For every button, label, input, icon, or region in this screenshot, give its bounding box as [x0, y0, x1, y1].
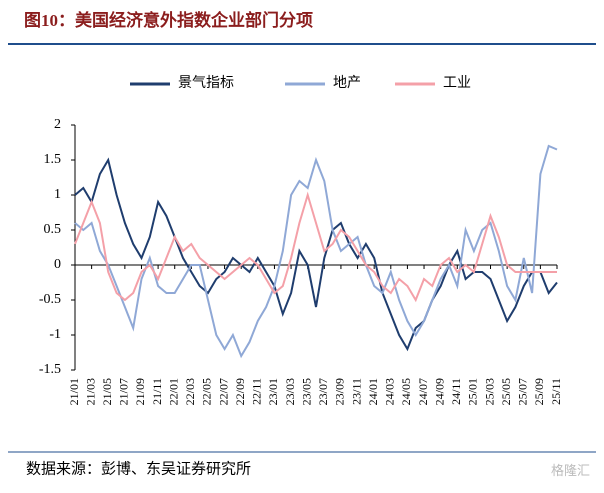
x-tick-label: 23/09 — [333, 378, 347, 405]
watermark: 格隆汇 — [551, 463, 590, 478]
series-line — [74, 157, 558, 352]
y-tick-label: 0.5 — [44, 222, 62, 237]
x-tick-label: 25/03 — [482, 378, 496, 405]
x-tick-label: 23/01 — [266, 378, 280, 405]
x-tick-label: 21/11 — [150, 378, 164, 405]
x-tick-label: 24/11 — [449, 378, 463, 405]
x-tick-label: 22/01 — [166, 378, 180, 405]
x-tick-label: 24/05 — [399, 378, 413, 405]
x-tick-label: 25/09 — [532, 378, 546, 405]
x-tick-label: 23/03 — [283, 378, 297, 405]
y-tick-label: 2 — [54, 117, 61, 132]
x-tick-label: 24/07 — [416, 378, 430, 405]
legend-label: 景气指标 — [178, 75, 234, 91]
x-tick-label: 21/09 — [133, 378, 147, 405]
x-tick-label: 23/07 — [316, 378, 330, 405]
y-tick-label: -1.5 — [39, 362, 61, 377]
x-tick-label: 22/09 — [233, 378, 247, 405]
x-tick-label: 21/03 — [83, 378, 97, 405]
x-tick-label: 24/03 — [383, 378, 397, 405]
x-tick-label: 22/05 — [200, 378, 214, 405]
y-tick-label: -0.5 — [39, 292, 61, 307]
y-tick-label: 0 — [54, 257, 61, 272]
x-tick-label: 25/05 — [499, 378, 513, 405]
y-tick-label: 1.5 — [44, 152, 62, 167]
y-tick-label: 1 — [54, 187, 61, 202]
x-tick-label: 25/11 — [549, 378, 563, 405]
series-line — [74, 144, 558, 359]
x-tick-label: 22/07 — [216, 378, 230, 405]
x-tick-label: 21/07 — [117, 378, 131, 405]
x-tick-label: 21/05 — [100, 378, 114, 405]
chart-title: 图10：美国经济意外指数企业部门分项 — [24, 10, 313, 30]
x-tick-label: 22/03 — [183, 378, 197, 405]
x-tick-label: 23/05 — [299, 378, 313, 405]
x-tick-label: 23/11 — [349, 378, 363, 405]
y-tick-label: -1 — [49, 327, 61, 342]
source: 数据来源：彭博、东吴证券研究所 — [26, 460, 251, 477]
x-tick-label: 24/09 — [432, 378, 446, 405]
x-tick-label: 25/01 — [466, 378, 480, 405]
legend-label: 工业 — [443, 75, 471, 91]
legend-label: 地产 — [333, 75, 361, 91]
x-tick-label: 21/01 — [67, 378, 81, 405]
x-tick-label: 25/07 — [516, 378, 530, 405]
series-line — [74, 191, 557, 303]
x-tick-label: 24/01 — [366, 378, 380, 405]
x-tick-label: 22/11 — [250, 378, 264, 405]
